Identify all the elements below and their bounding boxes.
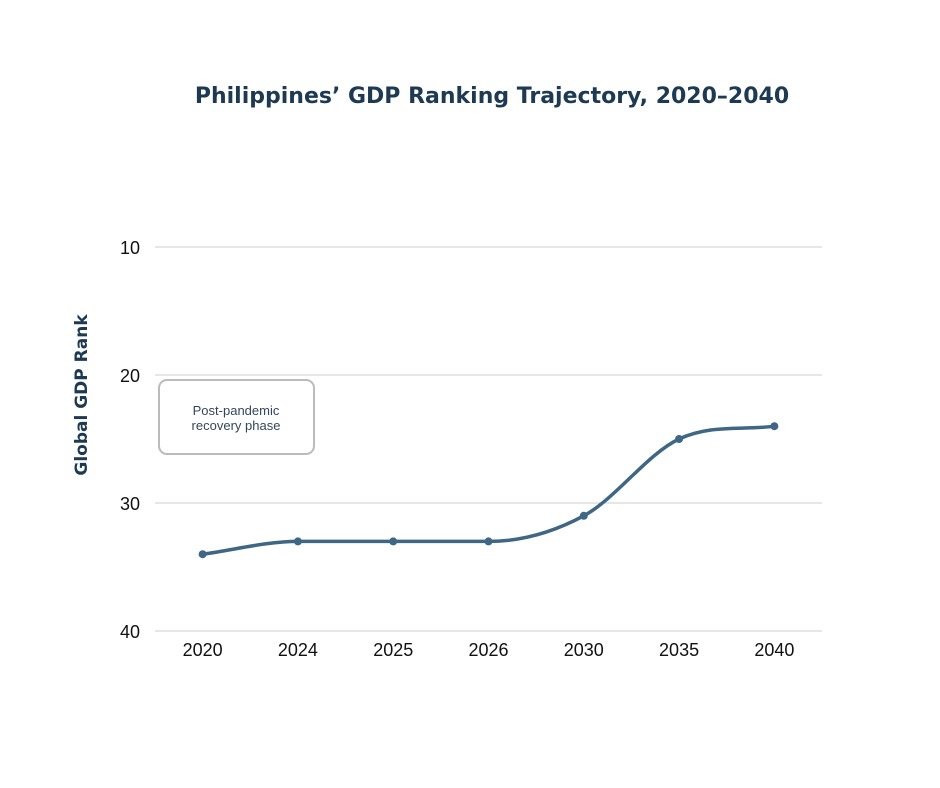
x-tick-label: 2035	[659, 640, 699, 660]
x-tick-label: 2024	[278, 640, 318, 660]
x-tick-label: 2020	[183, 640, 223, 660]
x-tick-label: 2025	[373, 640, 413, 660]
x-tick-label: 2026	[468, 640, 508, 660]
data-point	[389, 537, 398, 546]
y-tick-label: 10	[120, 238, 140, 258]
data-point	[293, 537, 302, 546]
annotation-line2: recovery phase	[192, 418, 281, 433]
x-tick-label: 2040	[754, 640, 794, 660]
y-tick-label: 30	[120, 494, 140, 514]
x-tick-label: 2030	[564, 640, 604, 660]
y-axis-label: Global GDP Rank	[72, 314, 92, 476]
annotation-box: Post-pandemic recovery phase	[158, 379, 315, 455]
y-tick-label: 40	[120, 622, 140, 642]
data-point	[484, 537, 493, 546]
data-point	[198, 550, 207, 559]
data-point	[770, 422, 779, 431]
data-point	[675, 435, 684, 443]
y-tick-label: 20	[120, 366, 140, 386]
chart-title: Philippines’ GDP Ranking Trajectory, 202…	[195, 84, 789, 109]
data-point	[579, 511, 588, 520]
annotation-line1: Post-pandemic	[193, 403, 280, 418]
